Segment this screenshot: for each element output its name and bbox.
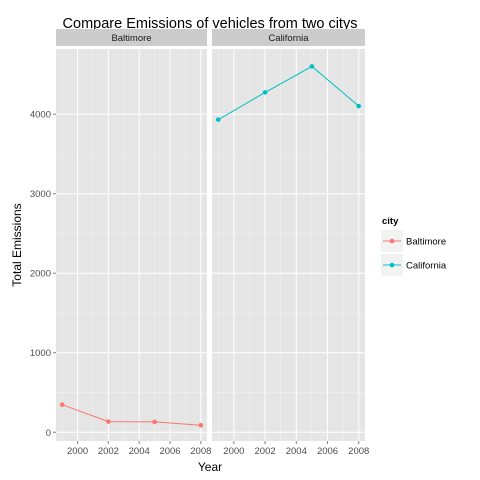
x-tick-label: 2002	[98, 446, 119, 457]
legend-point-baltimore	[389, 238, 395, 244]
data-point-california	[356, 103, 362, 109]
y-tick-label: 3000	[30, 189, 51, 200]
legend-point-california	[389, 262, 395, 268]
strip-california	[212, 29, 365, 46]
series-line-california	[217, 65, 360, 121]
strip-baltimore	[56, 29, 207, 46]
x-tick-label: 2008	[190, 446, 211, 457]
x-tick-label: 2004	[286, 446, 307, 457]
panel-background	[56, 49, 207, 441]
x-tick-label: 2000	[223, 446, 244, 457]
panel-baltimore: Baltimore 2000 2002 2004 2006 2008 0 1000 2000 30…	[30, 29, 211, 457]
y-axis-title: Total Emissions	[10, 203, 24, 286]
legend-title: city	[382, 216, 399, 227]
chart-panels: Baltimore 2000 2002 2004 2006 2008 0 1000 2000 30…	[30, 29, 369, 457]
x-axis-title: Year	[198, 460, 222, 474]
panel-california: California 2000 2002 2004 2006 2008	[212, 29, 369, 457]
x-tick-label: 2004	[129, 446, 150, 457]
data-point-baltimore	[198, 422, 204, 428]
legend-label-california: California	[406, 261, 447, 272]
x-tick-label: 2000	[67, 446, 88, 457]
data-point-baltimore	[59, 402, 65, 407]
legend: city Baltimore California	[381, 216, 447, 276]
y-tick-label: 2000	[30, 269, 51, 280]
strip-label-baltimore: Baltimore	[111, 33, 151, 44]
data-point-baltimore	[106, 419, 111, 424]
series-line-baltimore	[61, 404, 201, 426]
x-tick-label: 2006	[317, 446, 338, 457]
y-tick-label: 1000	[30, 348, 51, 359]
y-tick-label: 0	[46, 428, 51, 439]
data-point-california	[262, 90, 268, 95]
x-tick-label: 2006	[159, 446, 180, 457]
chart-title: Compare Emissions of vehicles from two c…	[63, 16, 358, 32]
data-point-california	[215, 117, 221, 122]
data-point-baltimore	[152, 419, 157, 425]
x-tick-label: 2008	[348, 446, 369, 457]
data-point-california	[309, 64, 315, 69]
x-tick-label: 2002	[255, 446, 276, 457]
strip-label-california: California	[268, 33, 309, 44]
legend-label-baltimore: Baltimore	[406, 237, 446, 248]
panel-background	[212, 49, 365, 441]
y-tick-label: 4000	[30, 110, 51, 121]
